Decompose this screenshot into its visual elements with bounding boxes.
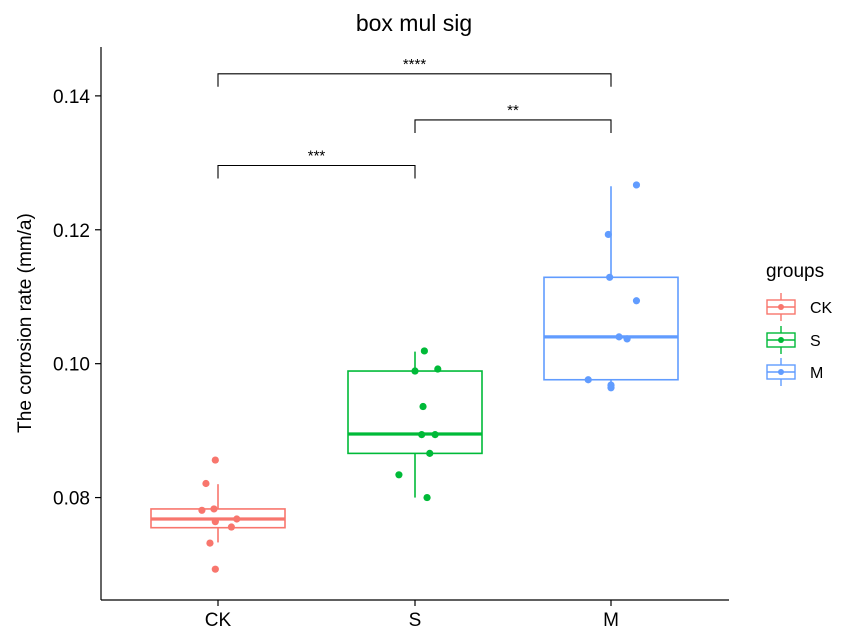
significance-label: **** (403, 56, 427, 73)
x-tick-label: S (409, 610, 422, 631)
legend-key-m: M (766, 358, 823, 386)
axes: 0.08 0.10 0.12 0.14 CK S M (53, 47, 729, 631)
legend-key-ck: CK (766, 293, 833, 321)
data-point (211, 565, 219, 573)
legend-key-point (778, 369, 784, 375)
data-point (206, 539, 214, 547)
data-point (420, 347, 428, 355)
significance-bracket (217, 73, 612, 87)
significance-bracket (217, 164, 416, 179)
significance-label: *** (308, 148, 326, 165)
data-point (426, 449, 434, 457)
legend-key-point (778, 304, 784, 310)
data-point (418, 431, 426, 439)
box-m (543, 181, 679, 392)
x-tick-label: M (603, 610, 619, 631)
y-tick-label: 0.14 (53, 87, 90, 108)
legend: groups CK SM (766, 261, 833, 386)
data-point (395, 471, 403, 479)
x-tick-label: CK (205, 610, 232, 631)
data-point (584, 376, 592, 384)
data-point (233, 515, 241, 523)
data-point (211, 456, 219, 464)
data-point (632, 181, 641, 189)
data-point (604, 230, 612, 239)
box-s (347, 347, 483, 502)
y-axis-label: The corrosion rate (mm/a) (15, 213, 36, 433)
chart-title: box mul sig (356, 10, 472, 36)
legend-label: S (810, 333, 821, 350)
y-tick-label: 0.08 (53, 489, 90, 510)
legend-label: CK (810, 300, 833, 317)
legend-key-s: S (766, 326, 821, 354)
legend-label: M (810, 365, 823, 382)
significance-brackets: ********* (217, 56, 612, 179)
data-point (615, 333, 623, 341)
data-point (434, 365, 442, 373)
significance-bracket (414, 119, 612, 133)
data-point (202, 479, 210, 488)
data-point (211, 518, 219, 526)
data-point (606, 273, 614, 281)
y-tick-label: 0.10 (53, 355, 90, 376)
data-point (623, 335, 631, 343)
plot-area (150, 181, 679, 573)
data-point (210, 505, 218, 513)
data-point (431, 431, 439, 439)
legend-title: groups (766, 261, 824, 282)
box-body (543, 276, 679, 381)
y-tick-label: 0.12 (53, 221, 90, 242)
legend-key-point (778, 337, 784, 343)
data-point (423, 493, 431, 502)
data-point (411, 367, 419, 375)
data-point (607, 384, 615, 392)
data-point (227, 523, 235, 531)
data-point (419, 402, 427, 411)
data-point (632, 297, 641, 305)
box-ck (150, 456, 286, 573)
box-body (347, 370, 483, 455)
data-point (198, 506, 206, 514)
significance-label: ** (507, 102, 519, 119)
